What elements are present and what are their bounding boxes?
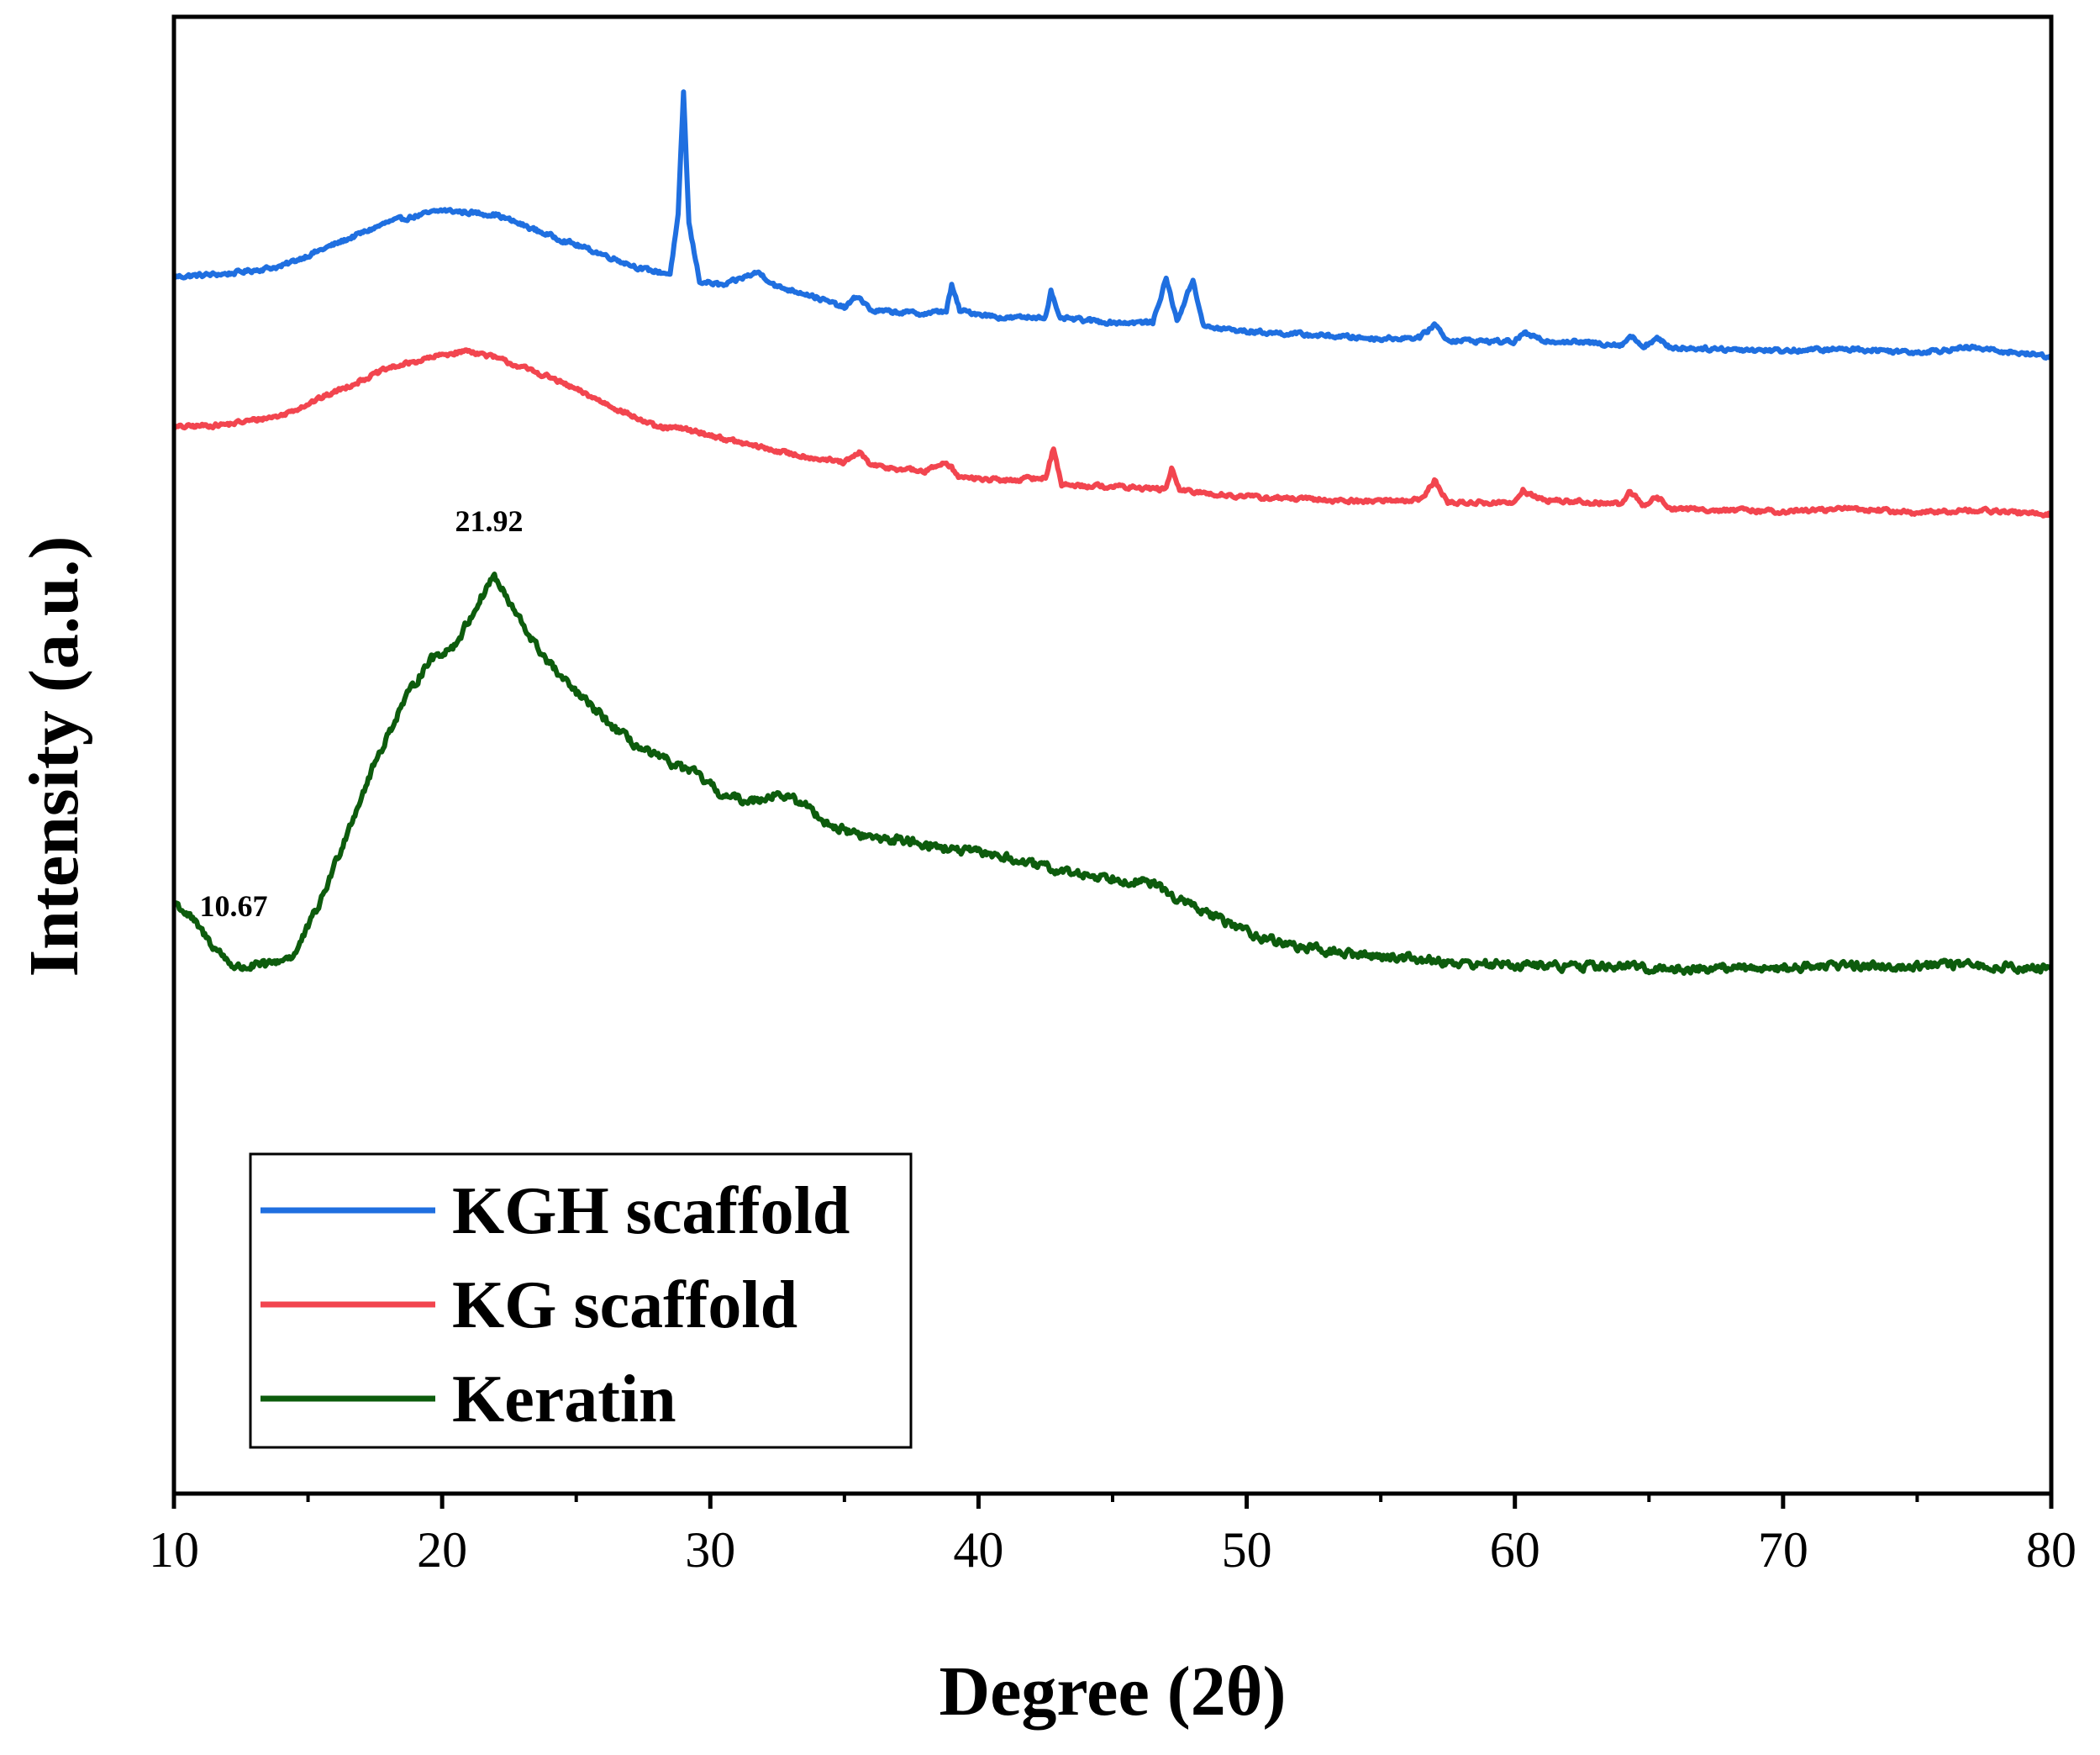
tick-layer: 10 20 30 40 50 60 70 80	[149, 1494, 2076, 1578]
annotation-layer: 21.92 10.67	[200, 504, 524, 923]
x-tick-label: 30	[685, 1522, 735, 1578]
x-tick-label: 80	[2026, 1522, 2076, 1578]
x-tick-label: 20	[417, 1522, 467, 1578]
x-tick-label: 40	[953, 1522, 1003, 1578]
x-tick-label: 70	[1758, 1522, 1808, 1578]
plot-frame	[171, 14, 2054, 1496]
y-axis-title: Intensity (a.u.)	[15, 535, 93, 977]
legend-label-keratin: Keratin	[452, 1362, 676, 1436]
series-line-kgh-scaffold	[171, 89, 2053, 361]
legend-label-kg-scaffold: KG scaffold	[452, 1268, 797, 1342]
x-tick-label: 10	[149, 1522, 199, 1578]
x-tick-label: 60	[1490, 1522, 1540, 1578]
x-tick-label: 50	[1222, 1522, 1272, 1578]
series-layer	[171, 89, 2054, 976]
legend: KGH scaffold KG scaffold Keratin	[249, 1152, 913, 1449]
x-axis-title: Degree (2θ)	[939, 1652, 1286, 1731]
legend-label-kgh-scaffold: KGH scaffold	[452, 1174, 850, 1248]
peak-label-21-92: 21.92	[455, 504, 524, 538]
series-line-keratin	[171, 572, 2054, 976]
peak-label-10-67: 10.67	[200, 889, 268, 923]
series-line-kg-scaffold	[171, 347, 2053, 519]
